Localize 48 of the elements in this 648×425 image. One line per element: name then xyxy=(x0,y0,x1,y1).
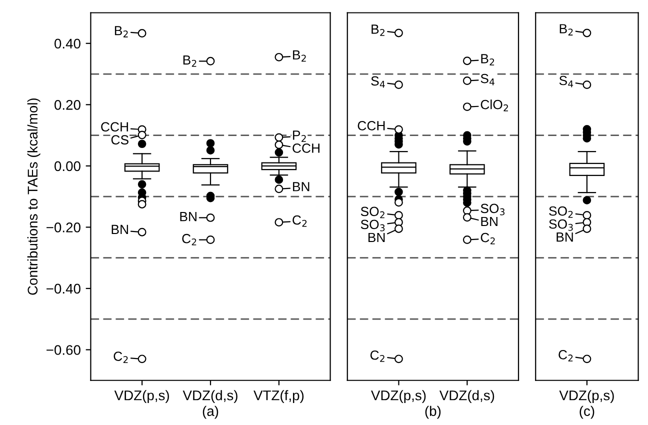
x-tick-label: VDZ(p,s) xyxy=(114,390,169,404)
annotation: CCH xyxy=(358,121,385,130)
annotation: C$_{2}$ xyxy=(370,350,384,362)
y-tick-label: −0.40 xyxy=(46,284,80,294)
annotation: B$_{2}$ xyxy=(114,26,128,38)
y-tick-label: 0.40 xyxy=(54,38,80,49)
annotation: B$_{2}$ xyxy=(183,55,196,67)
annotation: CS xyxy=(111,135,128,145)
annotation: P$_{2}$ xyxy=(293,130,306,142)
annotation: BN xyxy=(481,216,498,226)
x-axis-title: (c) xyxy=(580,406,594,419)
x-tick-label: VDZ(d,s) xyxy=(439,390,494,404)
annotation: CCH xyxy=(292,144,320,153)
annotation: BN xyxy=(556,232,573,242)
annotation: BN xyxy=(368,232,385,242)
x-tick-label: VDZ(p,s) xyxy=(559,390,614,404)
x-tick-label: VTZ(f,p) xyxy=(254,390,304,404)
annotation: C$_{2}$ xyxy=(182,234,196,246)
annotation: B$_{2}$ xyxy=(372,24,384,36)
annotation: S$_{4}$ xyxy=(480,74,494,86)
annotation: S$_{4}$ xyxy=(559,76,574,88)
x-axis-title: (b) xyxy=(425,406,441,419)
annotation: B$_{2}$ xyxy=(481,54,494,66)
x-tick-label: VDZ(d,s) xyxy=(182,390,238,404)
annotation: SO$_{2}$ xyxy=(549,206,573,218)
x-tick-label: VDZ(p,s) xyxy=(371,390,426,404)
annotation: SO$_{3}$ xyxy=(549,219,573,231)
annotation: S$_{4}$ xyxy=(371,76,385,88)
x-axis-title: (a) xyxy=(202,406,218,419)
y-axis-title: Contributions to TAEs (kcal/mol) xyxy=(27,98,40,295)
annotation: C$_{2}$ xyxy=(292,215,307,227)
annotation: B$_{2}$ xyxy=(560,24,573,36)
y-tick-label: 0.00 xyxy=(54,161,80,172)
y-tick-label: 0.20 xyxy=(54,100,80,110)
annotation: C$_{2}$ xyxy=(480,232,495,244)
annotation: SO$_{2}$ xyxy=(360,206,384,218)
annotation: SO$_{3}$ xyxy=(360,220,385,232)
annotation: BN xyxy=(293,182,310,192)
annotation: C$_{2}$ xyxy=(558,350,573,362)
annotation: BN xyxy=(180,212,196,222)
y-tick-label: −0.20 xyxy=(46,222,80,232)
annotation: SO$_{3}$ xyxy=(480,204,504,216)
annotation: BN xyxy=(112,224,128,234)
annotation: ClO$_{2}$ xyxy=(480,100,508,112)
annotation: C$_{2}$ xyxy=(114,352,128,363)
annotation: CCH xyxy=(101,122,128,132)
y-tick-label: −0.60 xyxy=(46,345,80,355)
annotation: B$_{2}$ xyxy=(293,50,306,62)
